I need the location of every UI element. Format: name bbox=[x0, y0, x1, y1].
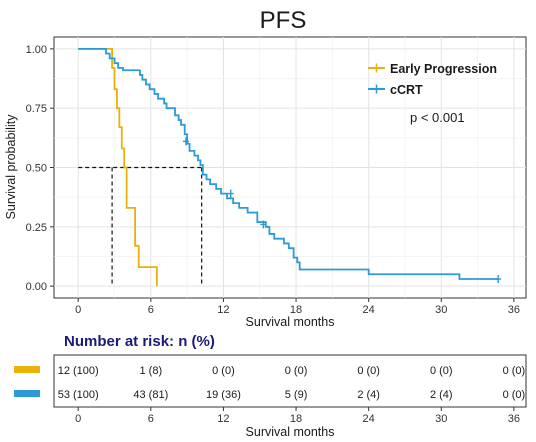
risk-x-tick-label: 30 bbox=[435, 413, 447, 425]
x-tick-label: 36 bbox=[508, 304, 520, 316]
km-curve-early-progression bbox=[78, 47, 158, 287]
legend-label-ccrt: cCRT bbox=[390, 83, 423, 97]
risk-table-x-ticks: 0 6 12 18 24 30 36 bbox=[75, 407, 520, 425]
y-tick-label: 0.25 bbox=[26, 222, 47, 234]
risk-table-x-axis-label: Survival months bbox=[246, 425, 335, 439]
risk-cell-ccrt-30: 2 (4) bbox=[430, 389, 453, 401]
chart-title: PFS bbox=[260, 7, 307, 34]
risk-swatch-early-progression bbox=[14, 366, 40, 373]
x-tick-label: 24 bbox=[363, 304, 375, 316]
risk-table-cells: 12 (100) 1 (8) 0 (0) 0 (0) 0 (0) 0 (0) 0 (0) 53… bbox=[58, 365, 525, 401]
y-tick-label: 1.00 bbox=[26, 44, 47, 56]
risk-cell-ccrt-24: 2 (4) bbox=[357, 389, 380, 401]
km-curves bbox=[78, 47, 502, 287]
risk-x-tick-label: 24 bbox=[363, 413, 375, 425]
x-tick-label: 12 bbox=[217, 304, 229, 316]
risk-cell-early-progression-18: 0 (0) bbox=[285, 365, 308, 377]
risk-x-tick-label: 6 bbox=[148, 413, 154, 425]
risk-cell-ccrt-12: 19 (36) bbox=[206, 389, 241, 401]
risk-cell-early-progression-24: 0 (0) bbox=[357, 365, 380, 377]
y-tick-label: 0.00 bbox=[26, 281, 47, 293]
y-axis-ticks: 0.00 0.25 0.50 0.75 1.00 bbox=[26, 44, 54, 293]
km-curve-ccrt bbox=[78, 47, 499, 280]
x-axis-ticks: 0 6 12 18 24 30 36 bbox=[75, 298, 520, 316]
risk-x-tick-label: 36 bbox=[508, 413, 520, 425]
y-tick-label: 0.75 bbox=[26, 103, 47, 115]
x-tick-label: 18 bbox=[290, 304, 302, 316]
risk-swatch-ccrt bbox=[14, 390, 40, 397]
y-axis-label: Survival probability bbox=[4, 114, 18, 220]
risk-cell-early-progression-12: 0 (0) bbox=[212, 365, 235, 377]
legend-item-ccrt: cCRT bbox=[368, 83, 423, 97]
risk-cell-early-progression-0: 12 (100) bbox=[58, 365, 99, 377]
risk-cell-ccrt-18: 5 (9) bbox=[285, 389, 308, 401]
legend: Early Progression cCRT bbox=[368, 62, 497, 97]
risk-table-title: Number at risk: n (%) bbox=[64, 333, 215, 350]
x-tick-label: 6 bbox=[148, 304, 154, 316]
x-axis-label: Survival months bbox=[246, 315, 335, 329]
legend-label-early-progression: Early Progression bbox=[390, 62, 497, 76]
risk-x-tick-label: 12 bbox=[217, 413, 229, 425]
risk-cell-early-progression-6: 1 (8) bbox=[140, 365, 163, 377]
risk-table-panel bbox=[53, 354, 527, 408]
legend-item-early-progression: Early Progression bbox=[368, 62, 497, 76]
risk-table-swatches bbox=[14, 366, 40, 397]
x-tick-label: 0 bbox=[75, 304, 81, 316]
y-tick-label: 0.50 bbox=[26, 163, 47, 175]
risk-cell-ccrt-6: 43 (81) bbox=[133, 389, 168, 401]
risk-cell-early-progression-36: 0 (0) bbox=[503, 365, 526, 377]
risk-cell-ccrt-0: 53 (100) bbox=[58, 389, 99, 401]
risk-x-tick-label: 0 bbox=[75, 413, 81, 425]
km-grid bbox=[54, 37, 526, 298]
median-survival-lines bbox=[78, 166, 203, 287]
risk-x-tick-label: 18 bbox=[290, 413, 302, 425]
x-tick-label: 30 bbox=[435, 304, 447, 316]
risk-cell-ccrt-36: 0 (0) bbox=[503, 389, 526, 401]
risk-cell-early-progression-30: 0 (0) bbox=[430, 365, 453, 377]
p-value-annotation: p < 0.001 bbox=[410, 110, 465, 125]
